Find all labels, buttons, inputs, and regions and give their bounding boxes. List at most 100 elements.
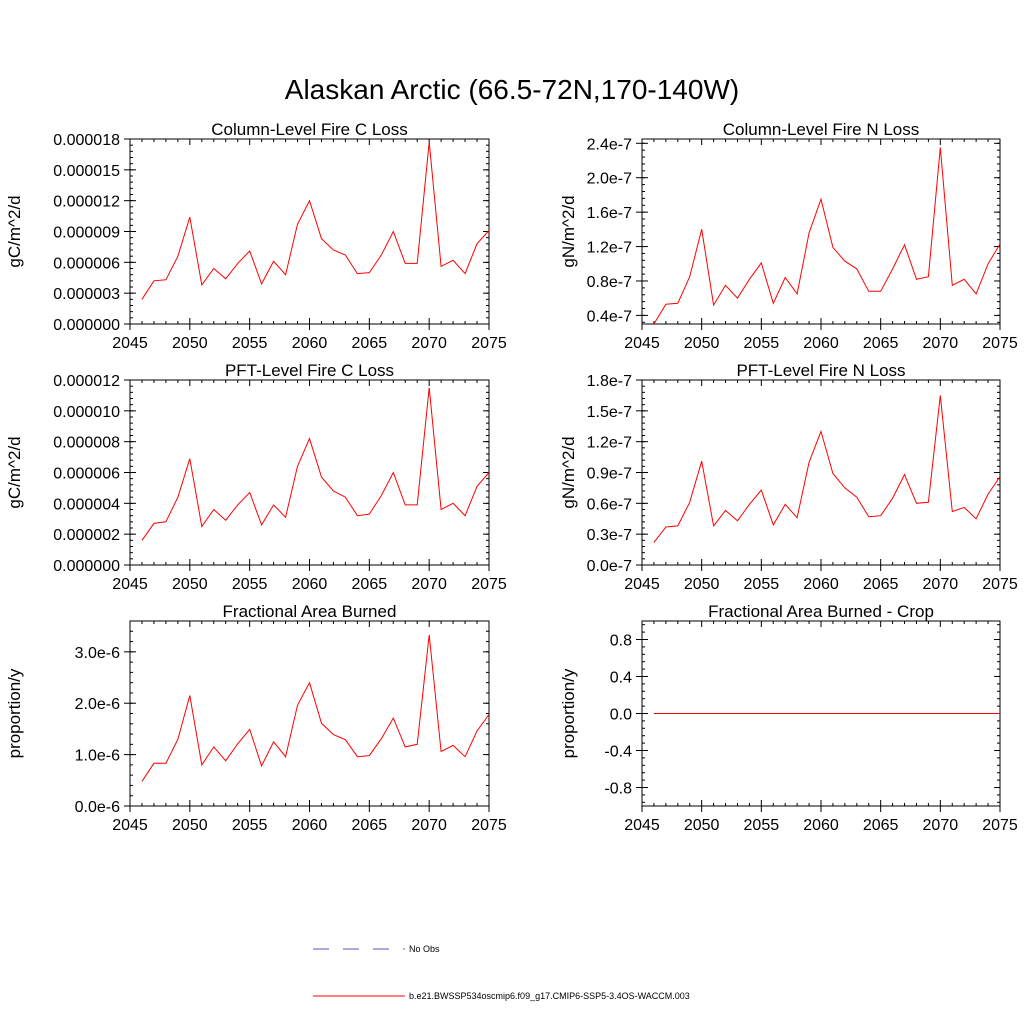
panel-title: Column-Level Fire C Loss: [211, 120, 408, 139]
y-tick-label: 0.000003: [53, 286, 120, 303]
panel-2: Column-Level Fire N Loss gN/m^2/d 2045 2050…: [559, 120, 1018, 352]
y-tick-label: 1.8e-7: [587, 373, 632, 390]
panel-title: Fractional Area Burned: [223, 602, 397, 621]
x-tick-label: 2045: [112, 335, 148, 352]
panel-title: Fractional Area Burned - Crop: [708, 602, 934, 621]
series-line: [141, 634, 490, 782]
x-tick-label: 2050: [684, 576, 720, 593]
x-tick-label: 2060: [803, 335, 839, 352]
y-tick-label: 0.4: [610, 670, 632, 687]
y-tick-label: 1.6e-7: [587, 205, 632, 222]
y-tick-label: -0.4: [604, 744, 632, 761]
y-tick-label: 2.0e-6: [75, 696, 120, 713]
x-tick-label: 2070: [923, 576, 959, 593]
x-tick-label: 2075: [982, 817, 1018, 834]
y-tick-label: 0.000002: [53, 527, 120, 544]
y-tick-label: 0.6e-7: [587, 496, 632, 513]
x-tick-label: 2065: [863, 335, 899, 352]
x-tick-label: 2065: [863, 817, 899, 834]
y-tick-label: 1.2e-7: [587, 435, 632, 452]
x-tick-label: 2055: [744, 817, 780, 834]
y-tick-label: 3.0e-6: [75, 645, 120, 662]
x-tick-label: 2070: [923, 817, 959, 834]
x-tick-label: 2065: [352, 576, 388, 593]
y-tick-label: 1.0e-6: [75, 748, 120, 765]
x-tick-label: 2070: [923, 335, 959, 352]
y-tick-label: 0.000000: [53, 558, 120, 575]
y-tick-label: 0.000012: [53, 373, 120, 390]
y-axis-label: gN/m^2/d: [559, 436, 578, 508]
y-tick-label: 0.000010: [53, 404, 120, 421]
plot-frame: [129, 138, 490, 325]
y-tick-label: 0.000004: [53, 496, 120, 513]
x-tick-label: 2060: [803, 576, 839, 593]
x-tick-label: 2060: [292, 576, 328, 593]
y-tick-label: 0.0e-6: [75, 799, 120, 816]
plot-frame: [641, 138, 1001, 325]
y-axis-label: gC/m^2/d: [5, 195, 24, 267]
y-tick-label: 0.000012: [53, 194, 120, 211]
x-tick-label: 2055: [232, 817, 268, 834]
x-tick-label: 2045: [624, 335, 660, 352]
plot-frame: [129, 620, 490, 807]
legend: No Obs b.e21.BWSSP534oscmip6.f09_g17.CMI…: [313, 944, 690, 1001]
panel-4: PFT-Level Fire N Loss gN/m^2/d 2045 2050 205…: [559, 361, 1018, 593]
y-tick-label: 0.9e-7: [587, 466, 632, 483]
panel-title: PFT-Level Fire C Loss: [225, 361, 394, 380]
series-line: [653, 147, 1001, 325]
y-tick-label: 0.000015: [53, 163, 120, 180]
x-tick-label: 2055: [232, 335, 268, 352]
panel-title: PFT-Level Fire N Loss: [736, 361, 905, 380]
y-axis-label: proportion/y: [5, 668, 24, 758]
y-tick-label: 0.000009: [53, 225, 120, 242]
plot-frame: [641, 379, 1001, 566]
y-axis-label: gC/m^2/d: [5, 436, 24, 508]
y-tick-label: 0.0e-7: [587, 558, 632, 575]
panel-6: Fractional Area Burned - Crop proportion/…: [559, 602, 1018, 834]
x-tick-label: 2060: [803, 817, 839, 834]
panel-1: Column-Level Fire C Loss gC/m^2/d 2045 2050…: [5, 120, 507, 352]
x-tick-label: 2065: [863, 576, 899, 593]
x-tick-label: 2045: [624, 576, 660, 593]
x-tick-label: 2075: [471, 576, 507, 593]
y-tick-label: 0.4e-7: [587, 308, 632, 325]
x-tick-label: 2050: [172, 335, 208, 352]
panels: Column-Level Fire C Loss gC/m^2/d 2045 2050…: [5, 120, 1018, 834]
x-tick-label: 2050: [172, 576, 208, 593]
y-tick-label: 1.2e-7: [587, 240, 632, 257]
series-line: [141, 387, 490, 541]
y-tick-label: 0.3e-7: [587, 527, 632, 544]
y-tick-label: 0.8: [610, 633, 632, 650]
x-tick-label: 2075: [471, 335, 507, 352]
x-tick-label: 2065: [352, 817, 388, 834]
x-tick-label: 2050: [172, 817, 208, 834]
x-tick-label: 2060: [292, 335, 328, 352]
x-tick-label: 2075: [982, 335, 1018, 352]
x-tick-label: 2055: [744, 335, 780, 352]
y-tick-label: 0.000008: [53, 435, 120, 452]
x-tick-label: 2070: [411, 817, 447, 834]
x-tick-label: 2045: [112, 817, 148, 834]
y-tick-label: 0.0: [610, 707, 632, 724]
y-tick-label: 0.000000: [53, 317, 120, 334]
x-tick-label: 2045: [624, 817, 660, 834]
y-axis-label: gN/m^2/d: [559, 195, 578, 267]
legend-case-label: b.e21.BWSSP534oscmip6.f09_g17.CMIP6-SSP5…: [409, 991, 690, 1001]
y-tick-label: 1.5e-7: [587, 404, 632, 421]
y-tick-label: 0.000018: [53, 132, 120, 149]
x-tick-label: 2070: [411, 576, 447, 593]
legend-obs-label: No Obs: [409, 944, 440, 954]
x-tick-label: 2045: [112, 576, 148, 593]
x-tick-label: 2070: [411, 335, 447, 352]
series-line: [653, 395, 1001, 543]
series-line: [141, 142, 490, 300]
y-tick-label: 0.000006: [53, 255, 120, 272]
plot-frame: [129, 379, 490, 566]
main-title: Alaskan Arctic (66.5-72N,170-140W): [285, 74, 739, 105]
y-axis-label: proportion/y: [559, 668, 578, 758]
x-tick-label: 2075: [982, 576, 1018, 593]
x-tick-label: 2055: [232, 576, 268, 593]
panel-3: PFT-Level Fire C Loss gC/m^2/d 2045 2050 205…: [5, 361, 507, 593]
x-tick-label: 2050: [684, 817, 720, 834]
